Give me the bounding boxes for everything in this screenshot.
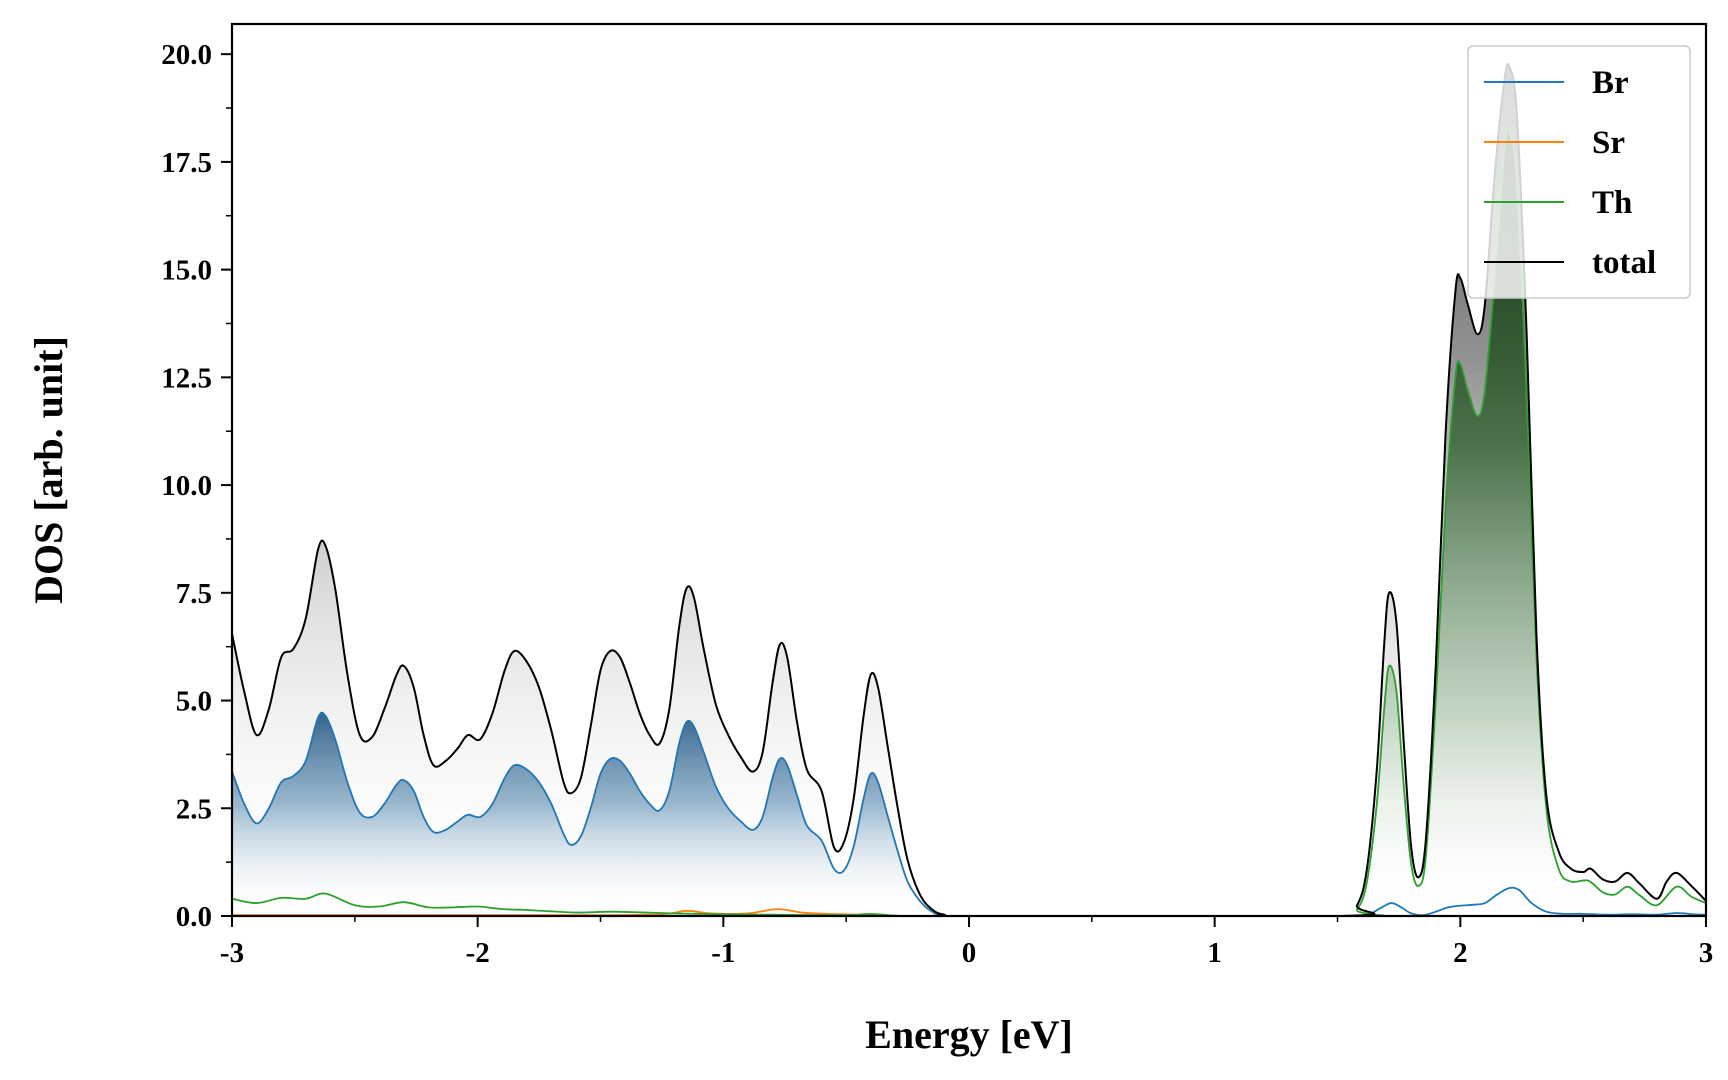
y-tick-label: 5.0: [176, 686, 212, 718]
x-tick-label: 2: [1453, 937, 1468, 969]
legend-label-th: Th: [1592, 185, 1632, 221]
fill-total: [232, 63, 1706, 916]
x-tick-label: -1: [711, 937, 735, 969]
series-line-br: [232, 711, 1706, 916]
y-tick-label: 2.5: [176, 793, 212, 825]
x-tick-label: 0: [962, 937, 977, 969]
y-tick-label: 17.5: [161, 147, 212, 179]
x-axis: -3 -2 -1 0 1 2 3: [220, 916, 1713, 969]
legend-label-total: total: [1592, 245, 1656, 281]
y-tick-label: 15.0: [161, 255, 212, 287]
legend-label-br: Br: [1592, 65, 1629, 101]
y-tick-label: 0.0: [176, 901, 212, 933]
x-axis-label: Energy [eV]: [865, 1012, 1073, 1057]
fill-layer: [232, 63, 1706, 916]
x-tick-label: 1: [1207, 937, 1222, 969]
legend-label-sr: Sr: [1592, 125, 1625, 161]
series-line-th: [232, 127, 1706, 916]
fill-br: [232, 712, 1706, 916]
x-tick-label: -2: [466, 937, 490, 969]
y-tick-label: 12.5: [161, 362, 212, 394]
y-axis: 0.0 2.5 5.0 7.5 10.0 12.5 15.0 17.5 20.0: [161, 39, 232, 933]
y-tick-label: 7.5: [176, 578, 212, 610]
y-tick-label: 20.0: [161, 39, 212, 71]
x-tick-label: -3: [220, 937, 244, 969]
x-tick-label: 3: [1699, 937, 1714, 969]
legend: Br Sr Th total: [1467, 45, 1691, 299]
legend-box: [1467, 45, 1691, 299]
y-tick-label: 10.0: [161, 470, 212, 502]
y-axis-label: DOS [arb. unit]: [26, 336, 71, 604]
